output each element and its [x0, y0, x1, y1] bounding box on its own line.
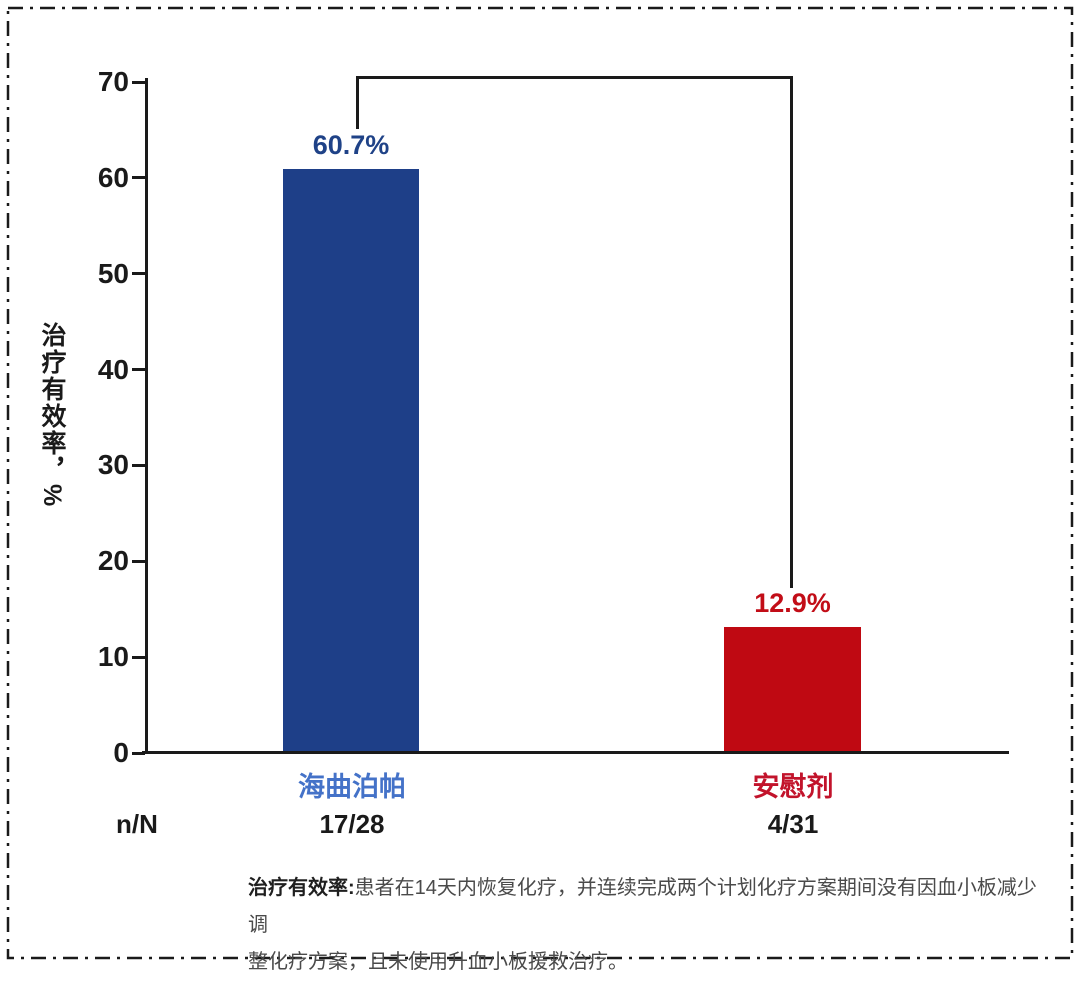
y-tick-label: 10 [97, 641, 129, 673]
bar-haiqupopa [283, 169, 419, 751]
footnote: 治疗有效率:患者在14天内恢复化疗，并连续完成两个计划化疗方案期间没有因血小板减… [248, 870, 1048, 981]
y-axis-title: 治疗有效率，% [38, 321, 66, 509]
bar-group-haiqupopa: 60.7% [283, 130, 419, 751]
footnote-line1: 患者在14天内恢复化疗，并连续完成两个计划化疗方案期间没有因血小板减少调 [248, 877, 1037, 936]
y-tick-label: 30 [97, 449, 129, 481]
y-tick-mark [132, 559, 145, 563]
n-over-N-anweiji: 4/31 [767, 809, 819, 839]
bar-value-label-haiqupopa: 60.7% [312, 130, 390, 160]
y-tick-mark [132, 272, 145, 276]
significance-bracket-horizontal [356, 76, 793, 79]
y-tick-label: 70 [97, 66, 129, 97]
y-tick-label: 50 [97, 257, 129, 289]
y-tick-mark [132, 655, 145, 659]
category-label-haiqupopa: 海曲泊帕 [298, 772, 406, 802]
bar-anweiji [724, 627, 861, 751]
x-axis-line [142, 751, 1009, 754]
n-over-N-haiqupopa: 17/28 [319, 809, 385, 839]
y-tick-label: 40 [97, 353, 129, 385]
y-axis-line [145, 78, 148, 754]
plot-area: 70 60 50 40 30 20 10 0 60.7% 12.9% [98, 66, 1009, 768]
significance-bracket-right-stub [790, 76, 793, 588]
y-tick-label: 20 [97, 545, 129, 577]
n-over-N-row-label: n/N [116, 809, 158, 839]
y-tick-mark [132, 176, 145, 180]
category-label-anweiji: 安慰剂 [752, 772, 834, 802]
significance-bracket-left-stub [356, 76, 359, 129]
footnote-term: 治疗有效率: [248, 877, 355, 899]
bar-group-anweiji: 12.9% [724, 588, 861, 751]
y-tick-mark [132, 463, 145, 467]
y-tick-label: 0 [113, 737, 129, 768]
y-tick-mark [132, 751, 145, 755]
y-tick-mark [132, 368, 145, 372]
footnote-line2: 整化疗方案，且未使用升血小板援救治疗。 [248, 951, 628, 973]
y-tick-mark [132, 80, 145, 84]
y-tick-label: 60 [97, 161, 129, 193]
bar-value-label-anweiji: 12.9% [754, 588, 831, 618]
